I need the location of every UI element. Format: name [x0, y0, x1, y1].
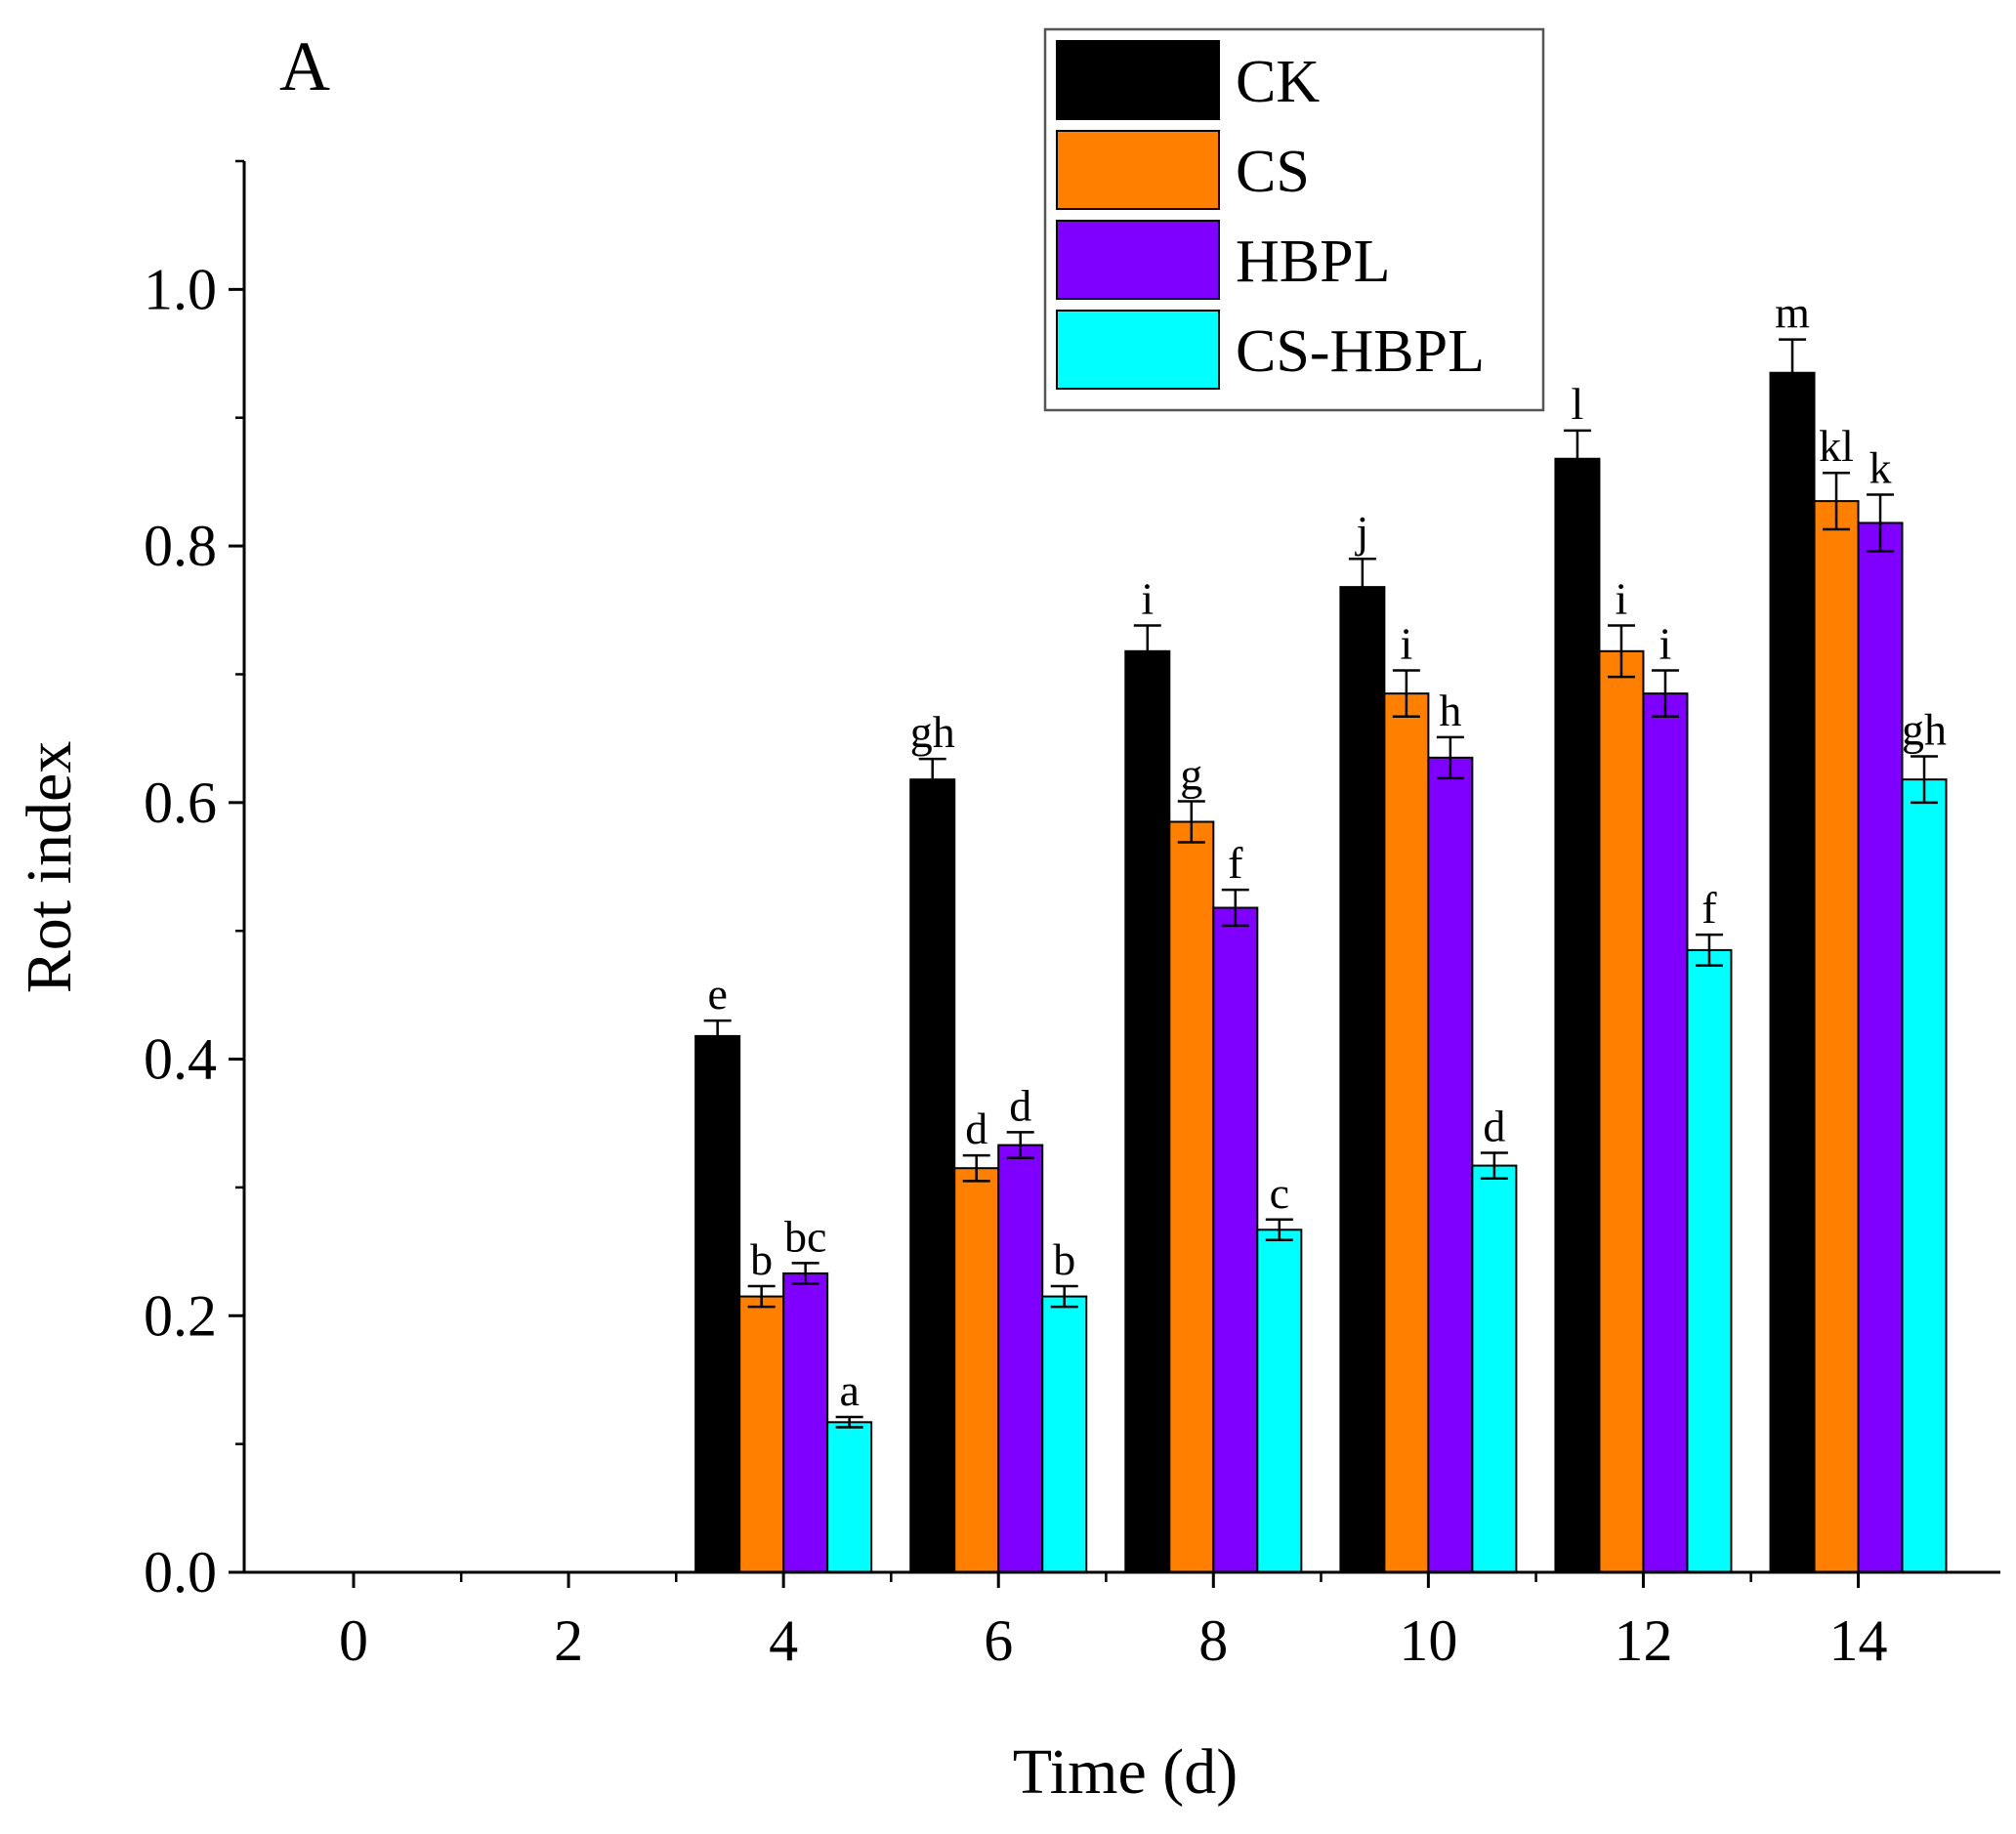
significance-label-cs-12: i	[1616, 574, 1628, 624]
x-tick-label: 14	[1829, 1608, 1888, 1673]
x-tick-label: 4	[769, 1608, 798, 1673]
y-axis-title: Rot index	[14, 741, 85, 994]
y-tick-label: 1.0	[144, 257, 217, 321]
significance-label-cs-hbpl-6: b	[1053, 1234, 1075, 1284]
y-tick-label: 0.2	[144, 1283, 217, 1348]
bar-cs-hbpl-10	[1471, 1164, 1518, 1573]
significance-label-hbpl-6: d	[1009, 1080, 1031, 1130]
significance-label-cs-hbpl-10: d	[1483, 1101, 1505, 1150]
bar-cs-12	[1598, 649, 1645, 1573]
significance-label-hbpl-8: f	[1228, 838, 1243, 888]
legend-swatch-hbpl	[1056, 220, 1220, 300]
bar-ck-4	[694, 1034, 741, 1573]
significance-label-hbpl-12: i	[1659, 619, 1672, 669]
bar-ck-12	[1554, 457, 1601, 1573]
x-axis-title: Time (d)	[1013, 1736, 1238, 1808]
y-tick-label: 0.0	[144, 1540, 217, 1605]
legend-swatch-cs-hbpl	[1056, 310, 1220, 390]
significance-label-hbpl-14: k	[1869, 443, 1892, 493]
bar-cs-hbpl-8	[1256, 1229, 1303, 1573]
legend-label-hbpl: HBPL	[1236, 229, 1390, 295]
significance-label-cs-hbpl-8: c	[1270, 1168, 1289, 1218]
bar-cs-8	[1168, 820, 1215, 1573]
significance-label-cs-hbpl-14: gh	[1902, 705, 1947, 755]
bar-cs-hbpl-14	[1901, 778, 1948, 1573]
bar-ck-6	[909, 778, 956, 1573]
legend-label-cs: CS	[1236, 139, 1310, 205]
bar-hbpl-12	[1642, 692, 1689, 1573]
legend-label-cs-hbpl: CS-HBPL	[1236, 318, 1485, 385]
bar-cs-hbpl-12	[1686, 948, 1733, 1573]
legend-swatch-cs	[1056, 130, 1220, 210]
bar-cs-10	[1383, 692, 1430, 1573]
significance-label-cs-hbpl-12: f	[1701, 883, 1717, 933]
significance-label-cs-10: i	[1400, 619, 1412, 669]
y-tick-label: 0.8	[144, 514, 217, 578]
bar-ck-8	[1124, 649, 1171, 1573]
x-tick-label: 10	[1399, 1608, 1457, 1673]
bar-cs-hbpl-4	[826, 1421, 873, 1574]
x-tick-label: 0	[339, 1608, 368, 1673]
significance-label-ck-6: gh	[910, 707, 955, 757]
legend-swatch-ck	[1056, 40, 1220, 120]
significance-label-ck-10: j	[1354, 507, 1368, 557]
significance-label-cs-8: g	[1180, 750, 1202, 800]
panel-label: A	[279, 27, 330, 105]
bar-cs-4	[738, 1295, 785, 1574]
x-tick-label: 6	[984, 1608, 1013, 1673]
significance-label-hbpl-4: bc	[784, 1211, 826, 1261]
bar-hbpl-6	[997, 1144, 1044, 1573]
bar-hbpl-8	[1212, 906, 1259, 1573]
significance-label-ck-8: i	[1141, 574, 1154, 624]
bar-hbpl-4	[782, 1271, 829, 1573]
x-tick-label: 12	[1614, 1608, 1672, 1673]
significance-label-hbpl-10: h	[1439, 686, 1461, 735]
bar-hbpl-10	[1427, 756, 1474, 1573]
y-tick-label: 0.6	[144, 771, 217, 835]
x-tick-label: 8	[1198, 1608, 1228, 1673]
legend-label-ck: CK	[1236, 49, 1320, 115]
significance-label-ck-14: m	[1775, 288, 1810, 338]
significance-label-ck-4: e	[707, 969, 727, 1019]
bar-hbpl-14	[1857, 521, 1904, 1573]
significance-label-cs-6: d	[965, 1104, 987, 1153]
x-tick-label: 2	[554, 1608, 583, 1673]
bar-cs-6	[953, 1167, 1000, 1574]
axes-layer: 0.0 0.2 0.4 0.6 0.8 1.0 0 2 4 6 8 10 12 14	[144, 159, 2000, 1673]
bar-ck-14	[1769, 371, 1816, 1573]
bar-cs-hbpl-6	[1041, 1295, 1088, 1574]
significance-label-cs-hbpl-4: a	[839, 1365, 859, 1415]
y-tick-label: 0.4	[144, 1027, 217, 1092]
bar-cs-14	[1813, 500, 1860, 1573]
significance-label-cs-4: b	[750, 1234, 773, 1284]
significance-label-cs-14: kl	[1819, 421, 1854, 471]
significance-label-ck-12: l	[1572, 379, 1584, 429]
legend: CK CS HBPL CS-HBPL	[1043, 27, 1545, 412]
bar-ck-10	[1339, 586, 1386, 1573]
